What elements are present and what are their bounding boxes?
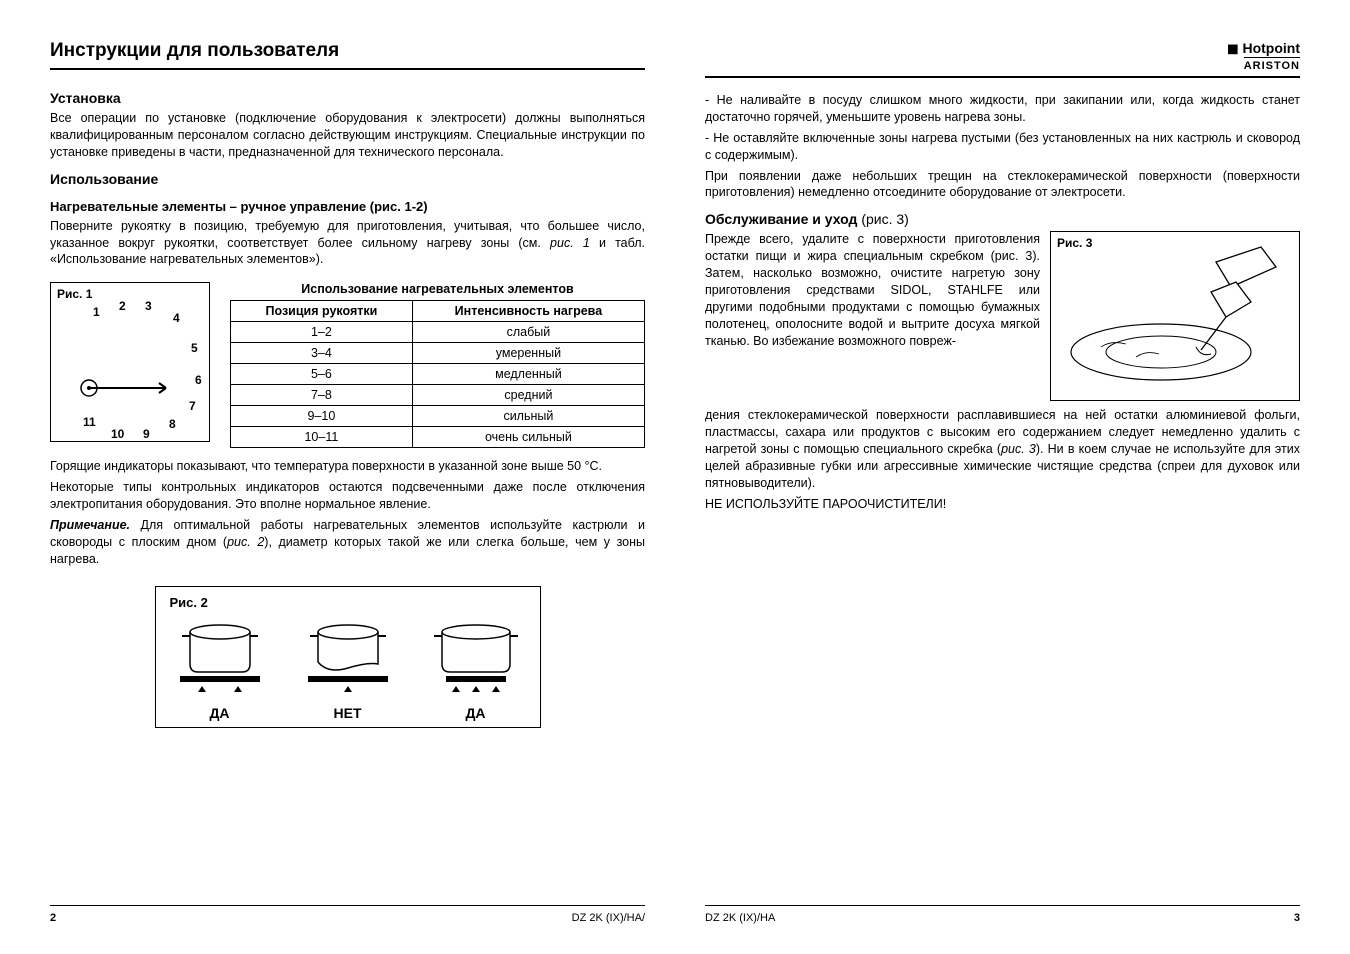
maint-bold: Обслуживание и уход — [705, 211, 857, 227]
section-use: Использование — [50, 171, 645, 187]
maint-text-2: дения стеклокерамической поверхности рас… — [705, 407, 1300, 491]
warn-2: - Не оставляйте включенные зоны нагрева … — [705, 130, 1300, 164]
subsection-heating: Нагревательные элементы – ручное управле… — [50, 199, 645, 214]
use-text-ref: рис. 1 — [550, 236, 590, 250]
table-row: 3–4умеренный — [231, 343, 645, 364]
dial-5: 5 — [191, 341, 198, 355]
left-footer: 2 DZ 2K (IX)/HA/ — [50, 905, 645, 924]
section-install: Установка — [50, 90, 645, 106]
pot-icon — [170, 614, 270, 694]
dial-6: 6 — [195, 373, 202, 387]
dial-3: 3 — [145, 299, 152, 313]
fig1-and-table: Рис. 1 1 2 3 4 5 6 7 8 9 10 11 Использов… — [50, 282, 645, 448]
dial-2: 2 — [119, 299, 126, 313]
table-title: Использование нагревательных элементов — [230, 282, 645, 296]
indicator-text-2: Некоторые типы контрольных индикаторов о… — [50, 479, 645, 513]
warn-3: При появлении даже небольших трещин на с… — [705, 168, 1300, 202]
label-yes: ДА — [170, 705, 270, 721]
dial-10: 10 — [111, 427, 124, 441]
use-text: Поверните рукоятку в позицию, требуемую … — [50, 218, 645, 269]
brand-ariston: ARISTON — [1244, 57, 1300, 72]
steam-warning: НЕ ИСПОЛЬЗУЙТЕ ПАРООЧИСТИТЕЛИ! — [705, 496, 1300, 513]
heat-table-wrap: Использование нагревательных элементов П… — [230, 282, 645, 448]
table-row: 7–8средний — [231, 385, 645, 406]
brand-hotpoint: ◼ Hotpoint — [705, 40, 1300, 57]
pot-yes-1: ДА — [170, 614, 270, 721]
fig3-caption: Рис. 3 — [1057, 236, 1092, 250]
table-row: 10–11очень сильный — [231, 427, 645, 448]
dial-7: 7 — [189, 399, 196, 413]
pot-icon — [426, 614, 526, 694]
left-page: Инструкции для пользователя Установка Вс… — [50, 40, 645, 924]
dial-4: 4 — [173, 311, 180, 325]
dial-svg — [51, 283, 211, 443]
model-code: DZ 2K (IX)/HA — [705, 912, 1294, 924]
label-no: НЕТ — [298, 705, 398, 721]
th-pos: Позиция рукоятки — [231, 301, 413, 322]
pot-icon — [298, 614, 398, 694]
label-yes: ДА — [426, 705, 526, 721]
table-row: 1–2слабый — [231, 322, 645, 343]
note-bold: Примечание. — [50, 518, 130, 532]
maint-block: Рис. 3 Прежде всего, удалите с поверхнос… — [705, 231, 1300, 407]
warn-1: - Не наливайте в посуду слишком много жи… — [705, 92, 1300, 126]
install-text: Все операции по установке (подключение о… — [50, 110, 645, 161]
scraper-svg — [1051, 232, 1301, 402]
title-rule — [50, 68, 645, 70]
pot-yes-2: ДА — [426, 614, 526, 721]
fig1-caption: Рис. 1 — [57, 287, 92, 301]
page-title: Инструкции для пользователя — [50, 40, 645, 62]
figure-2-wrap: Рис. 2 ДА — [50, 586, 645, 728]
th-int: Интенсивность нагрева — [412, 301, 644, 322]
brand: ◼ Hotpoint ARISTON — [705, 40, 1300, 72]
model-code: DZ 2K (IX)/HA/ — [56, 912, 645, 924]
note-ref: рис. 2 — [227, 535, 264, 549]
section-maintenance: Обслуживание и уход (рис. 3) — [705, 211, 1300, 227]
right-rule — [705, 76, 1300, 78]
right-footer: DZ 2K (IX)/HA 3 — [705, 905, 1300, 924]
indicator-text-1: Горящие индикаторы показывают, что темпе… — [50, 458, 645, 475]
figure-2: Рис. 2 ДА — [155, 586, 541, 728]
maint-ref: (рис. 3) — [857, 211, 908, 227]
dial-9: 9 — [143, 427, 150, 441]
dial-8: 8 — [169, 417, 176, 431]
dial-11: 11 — [83, 415, 96, 429]
maint-2ref: рис. 3 — [1001, 442, 1036, 456]
table-row: 5–6медленный — [231, 364, 645, 385]
figure-1: Рис. 1 1 2 3 4 5 6 7 8 9 10 11 — [50, 282, 210, 442]
note-text: Примечание. Для оптимальной работы нагре… — [50, 517, 645, 568]
heat-table: Позиция рукояткиИнтенсивность нагрева 1–… — [230, 300, 645, 448]
figure-3: Рис. 3 — [1050, 231, 1300, 401]
pot-no: НЕТ — [298, 614, 398, 721]
right-page: ◼ Hotpoint ARISTON - Не наливайте в посу… — [705, 40, 1300, 924]
fig2-caption: Рис. 2 — [170, 595, 526, 610]
page-number: 3 — [1294, 912, 1300, 924]
table-row: 9–10сильный — [231, 406, 645, 427]
dial-1: 1 — [93, 305, 100, 319]
